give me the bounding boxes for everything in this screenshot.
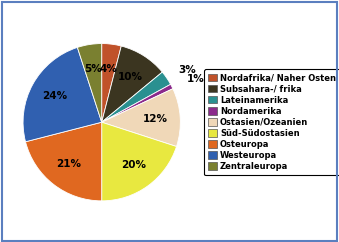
Wedge shape [102,46,162,122]
Legend: Nordafrika/ Naher Osten, Subsahara-/ frika, Lateinamerika, Nordamerika, Ostasien: Nordafrika/ Naher Osten, Subsahara-/ fri… [204,69,339,175]
Text: 24%: 24% [42,91,67,101]
Text: 5%: 5% [84,64,102,74]
Text: 20%: 20% [121,160,146,170]
Text: 3%: 3% [178,65,196,75]
Text: 21%: 21% [56,159,81,169]
Text: 10%: 10% [118,72,143,82]
Text: 12%: 12% [143,114,167,124]
Wedge shape [77,44,102,122]
Wedge shape [102,84,173,122]
Text: 4%: 4% [99,64,117,74]
Wedge shape [102,122,177,201]
Wedge shape [25,122,102,201]
Wedge shape [23,47,102,142]
Wedge shape [102,72,171,122]
Wedge shape [102,89,180,146]
Text: 1%: 1% [187,74,205,84]
Wedge shape [102,44,121,122]
